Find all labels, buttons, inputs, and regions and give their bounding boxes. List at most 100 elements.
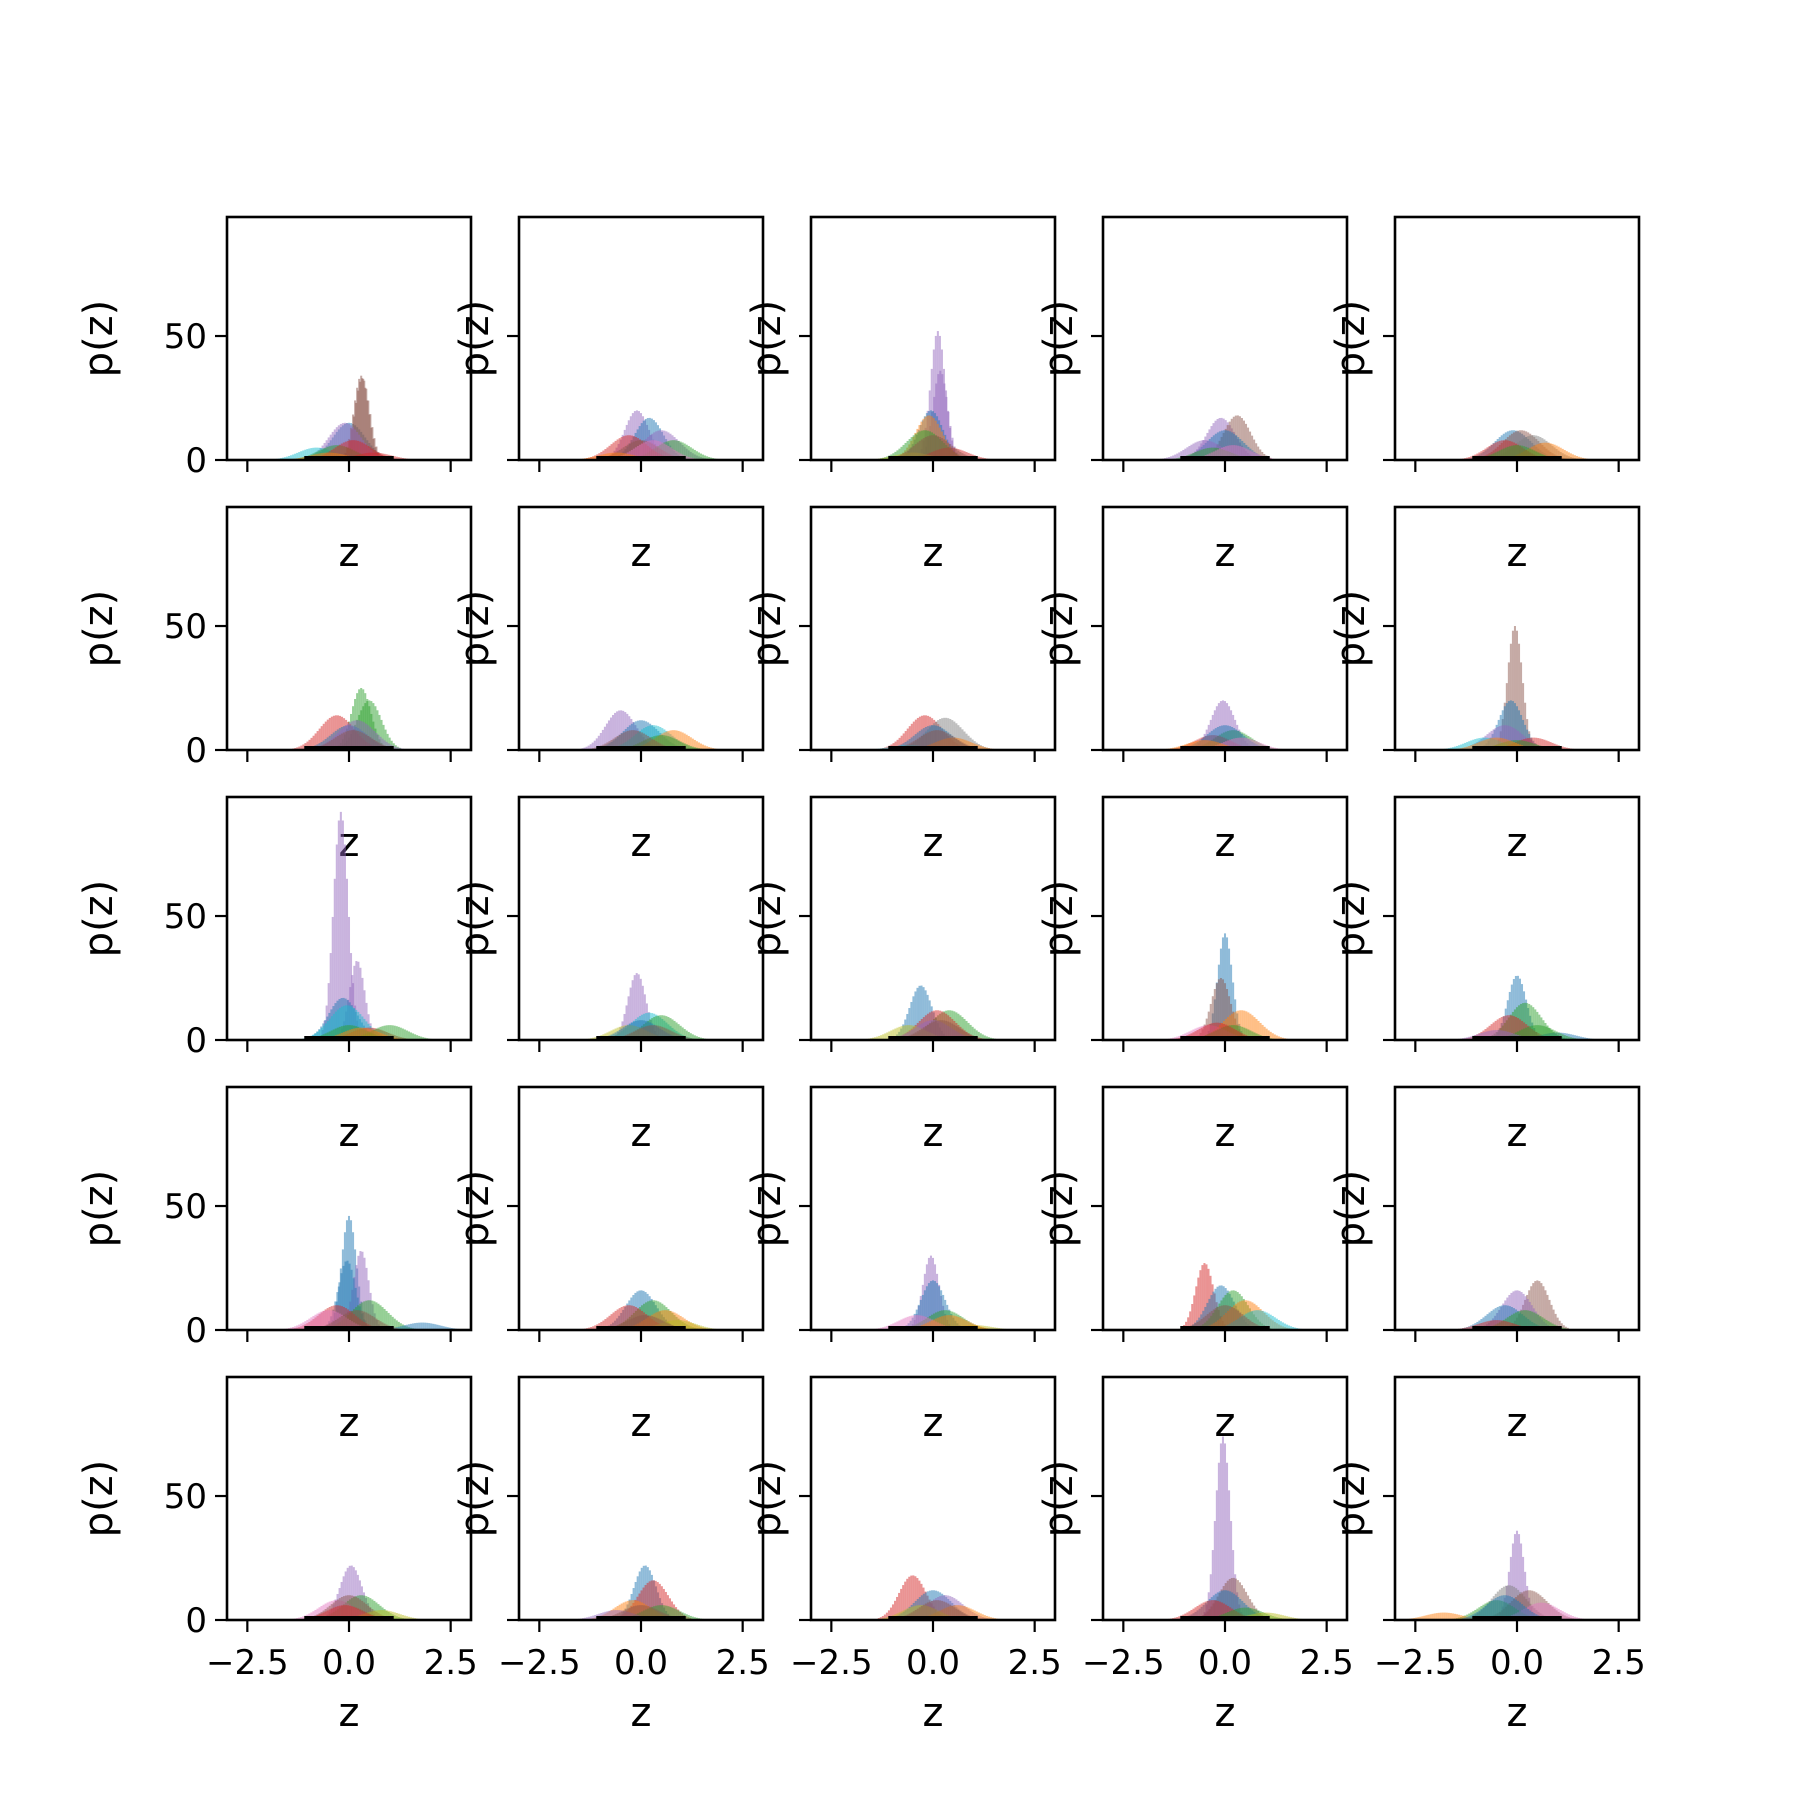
histogram-bar bbox=[1239, 446, 1242, 460]
histogram-bar bbox=[679, 441, 682, 460]
histogram-bar bbox=[628, 730, 631, 750]
histogram-bar bbox=[600, 1321, 603, 1330]
histogram-bar bbox=[951, 720, 954, 750]
histogram-bar bbox=[1500, 738, 1503, 750]
histogram-bar bbox=[346, 1312, 349, 1330]
histogram-bar bbox=[1533, 1025, 1536, 1040]
histogram-bar bbox=[914, 1315, 917, 1330]
histogram-bar bbox=[1563, 450, 1566, 460]
histogram-bar bbox=[661, 1320, 664, 1330]
histogram-bar bbox=[1529, 1026, 1532, 1040]
histogram-bar bbox=[1227, 430, 1230, 460]
histogram-bar bbox=[689, 1322, 692, 1330]
histogram-bar bbox=[636, 1316, 639, 1330]
histogram-bar bbox=[446, 1327, 449, 1330]
histogram-bar bbox=[959, 741, 962, 750]
histogram-bar bbox=[350, 1269, 353, 1330]
y-axis-label: p(z) bbox=[1328, 300, 1374, 378]
histogram-bar bbox=[702, 454, 705, 460]
histogram-bar bbox=[412, 1033, 415, 1040]
histogram-bar bbox=[926, 436, 929, 460]
baseline-peak bbox=[1513, 456, 1521, 460]
histogram-bar bbox=[1230, 964, 1233, 1040]
histogram-bar bbox=[383, 1025, 386, 1040]
histogram-bar bbox=[878, 1035, 881, 1040]
histogram-bar bbox=[1582, 1037, 1585, 1040]
histogram-bar bbox=[1228, 996, 1231, 1040]
histogram-bar bbox=[1271, 1033, 1274, 1040]
histogram-bar bbox=[687, 445, 690, 460]
histogram-bar bbox=[1510, 984, 1513, 1040]
histogram-bar bbox=[1515, 706, 1519, 750]
histogram-bar bbox=[1555, 445, 1558, 460]
histogram-bar bbox=[604, 1319, 607, 1330]
histogram-bar bbox=[643, 1026, 646, 1040]
histogram-bar bbox=[651, 1025, 654, 1040]
histogram-bar bbox=[651, 1316, 654, 1330]
histogram-bar bbox=[631, 980, 634, 1040]
histogram-bar bbox=[1201, 1265, 1204, 1330]
histogram-bar bbox=[1190, 444, 1193, 460]
histogram-bar bbox=[1243, 1010, 1246, 1040]
histogram-bar bbox=[653, 440, 656, 460]
histogram-bar bbox=[348, 1263, 351, 1330]
histogram-bar bbox=[616, 1031, 619, 1040]
histogram-bar bbox=[630, 730, 633, 750]
histogram-bar bbox=[1205, 1264, 1208, 1330]
histogram-bar bbox=[943, 1315, 946, 1330]
histogram-bar bbox=[959, 451, 962, 460]
histogram-bar bbox=[340, 1315, 343, 1330]
histogram-bar bbox=[1524, 1002, 1527, 1040]
histogram-bar bbox=[442, 1326, 445, 1330]
histogram-bar bbox=[1176, 453, 1179, 460]
histogram-bar bbox=[987, 1326, 990, 1330]
y-axis-label: p(z) bbox=[1036, 300, 1082, 378]
histogram-bar bbox=[609, 717, 613, 750]
histogram-bar bbox=[1496, 1019, 1499, 1040]
histogram-bar bbox=[947, 733, 950, 750]
histogram-bar bbox=[918, 440, 921, 460]
histogram-bar bbox=[1170, 456, 1173, 460]
histogram-bar bbox=[1520, 1003, 1523, 1040]
histogram-bar bbox=[1573, 1035, 1576, 1040]
x-axis-label: z bbox=[339, 1400, 360, 1446]
histogram-bar bbox=[624, 1321, 627, 1330]
histogram-bar bbox=[1549, 443, 1552, 460]
histogram-bar bbox=[636, 445, 639, 460]
histogram-bar bbox=[1220, 725, 1223, 750]
histogram-bar bbox=[1222, 725, 1225, 750]
histogram-bar bbox=[351, 1310, 354, 1330]
histogram-bar bbox=[947, 442, 950, 460]
histogram-bar bbox=[296, 452, 299, 460]
histogram-bar bbox=[1511, 630, 1514, 750]
histogram-bar bbox=[1551, 1029, 1554, 1040]
histogram-bar bbox=[397, 1326, 400, 1330]
histogram-bar bbox=[657, 1025, 660, 1040]
histogram-bar bbox=[1492, 737, 1495, 750]
histogram-bar bbox=[685, 744, 688, 750]
histogram-bar bbox=[1501, 1025, 1504, 1040]
histogram-bar bbox=[663, 443, 666, 460]
histogram-bar bbox=[669, 447, 672, 460]
histogram-bar bbox=[381, 738, 384, 750]
histogram-bar bbox=[626, 444, 629, 460]
histogram-bar bbox=[945, 1315, 948, 1330]
histogram-bar bbox=[1571, 1034, 1574, 1040]
histogram-bar bbox=[620, 1307, 623, 1330]
histogram-bar bbox=[355, 402, 358, 460]
histogram-bar bbox=[1517, 445, 1520, 460]
histogram-bar bbox=[374, 706, 377, 750]
histogram-bar bbox=[1251, 1015, 1254, 1040]
histogram-bar bbox=[1214, 728, 1217, 750]
histogram-bar bbox=[957, 1027, 960, 1040]
histogram-bar bbox=[1575, 1035, 1578, 1040]
histogram-bar bbox=[629, 987, 632, 1040]
histogram-bar bbox=[675, 440, 678, 460]
histogram-bar bbox=[355, 1009, 358, 1040]
histogram-bar bbox=[616, 735, 619, 750]
histogram-bar bbox=[304, 1321, 307, 1330]
histogram-bar bbox=[369, 1029, 372, 1040]
histogram-bar bbox=[1245, 738, 1248, 750]
histogram-bar bbox=[1539, 1025, 1542, 1040]
